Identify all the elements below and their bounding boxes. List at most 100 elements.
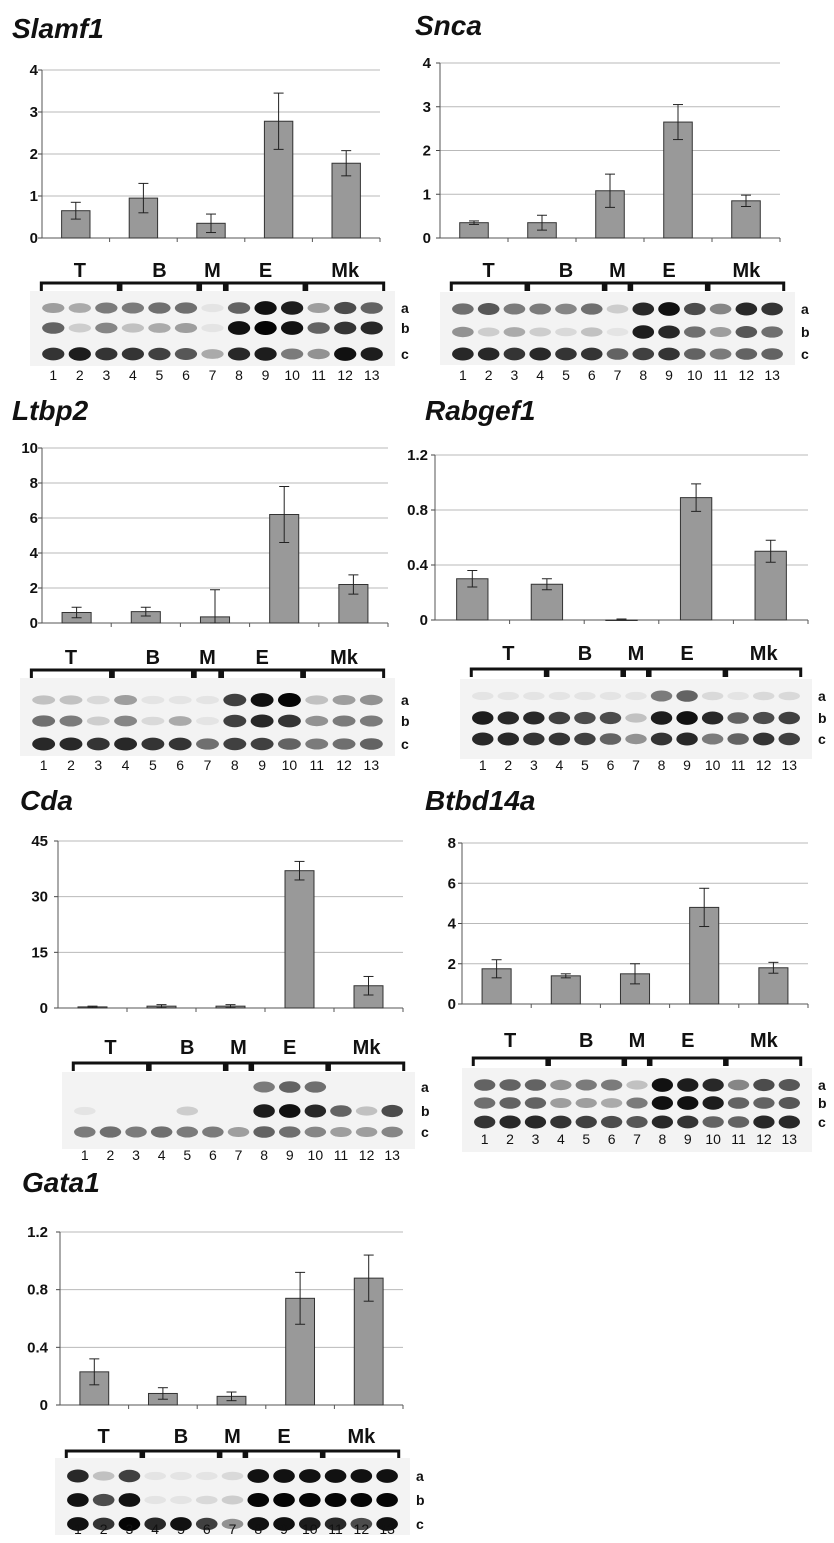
lane-number: 12 [359, 1147, 375, 1163]
y-tick-label: 2 [30, 580, 38, 597]
gel-band-a [650, 690, 673, 702]
gel-band-b [201, 323, 224, 333]
gel-band-a [580, 303, 603, 315]
gel-band-a [503, 303, 526, 315]
lane-number: 13 [764, 367, 780, 383]
gel-band-c [227, 347, 251, 361]
y-tick-label: 0 [30, 615, 38, 632]
gel-band-c [575, 1115, 597, 1129]
gel-band-c [174, 348, 198, 360]
group-bracket [64, 1449, 143, 1459]
gel-band-b [683, 326, 706, 338]
lane-number: 4 [151, 1521, 159, 1537]
gel-band-b [141, 716, 165, 726]
band-label: a [818, 688, 826, 704]
bar-chart: 0 2 4 6 8 10 [21, 440, 389, 632]
gel-band-c [150, 1126, 173, 1138]
band-label: b [401, 713, 410, 729]
gel-band-c [548, 732, 571, 746]
gel-band-a [529, 303, 552, 315]
gel-band-c [92, 1517, 115, 1531]
lane-number: 6 [182, 367, 190, 383]
lane-number: 4 [536, 367, 544, 383]
y-tick-label: 30 [31, 889, 48, 906]
gel-band-a [141, 695, 165, 705]
gel-band-a [148, 302, 171, 314]
gel-band-c [42, 347, 65, 361]
lane-number: 12 [354, 1521, 370, 1537]
group-bracket [199, 281, 226, 291]
lane-number: 10 [284, 367, 300, 383]
gel-band-c [626, 1116, 648, 1128]
group-bracket [193, 668, 222, 678]
gel-band-a [250, 693, 274, 707]
gel-band-c [727, 733, 749, 745]
gel-band-c [761, 348, 783, 360]
lane-number: 5 [581, 757, 589, 773]
group-bracket [225, 1061, 252, 1071]
gel-band-a [727, 691, 749, 701]
bar-e [663, 121, 693, 239]
group-label: B [579, 1030, 593, 1052]
gel-band-c [59, 737, 83, 751]
gel-band-b [606, 327, 629, 337]
band-label: c [421, 1124, 429, 1140]
gel-band-a [709, 303, 732, 315]
gel-band-c [651, 1115, 674, 1129]
gel-band-c [307, 348, 330, 360]
gel-band-c [280, 348, 304, 360]
gel-band-c [201, 349, 224, 359]
gel-band-b [148, 323, 171, 333]
group-bracket [725, 667, 803, 677]
gel-band-b [304, 1104, 327, 1118]
gel-band-b [95, 322, 118, 334]
band-label: c [801, 346, 809, 362]
gene-title: Cda [20, 785, 73, 816]
gel-band-a [735, 302, 758, 316]
group-label: Mk [750, 1030, 779, 1052]
lane-number: 2 [76, 367, 84, 383]
gel-band-a [753, 1078, 775, 1092]
gel-band-a [626, 1080, 648, 1090]
gel-band-b [677, 1096, 699, 1110]
bar-e [284, 870, 315, 1009]
gel-band-a [452, 303, 474, 315]
gel-band-a [223, 693, 247, 707]
lane-number: 10 [308, 1147, 324, 1163]
gel-band-b [273, 1493, 295, 1507]
group-bracket [119, 281, 200, 291]
bar-chart: 0 1 2 3 4 [30, 62, 381, 247]
group-label: Mk [331, 260, 360, 282]
gel-band-c [176, 1126, 199, 1138]
lane-number: 2 [100, 1521, 108, 1537]
gel-band-a [32, 695, 56, 705]
group-bracket [251, 1061, 329, 1071]
gel-band-a [59, 695, 83, 705]
y-tick-label: 4 [448, 916, 457, 933]
group-label: M [629, 1030, 646, 1052]
lane-number: 13 [782, 1131, 798, 1147]
group-bracket [649, 1056, 727, 1066]
gel-band-c [32, 737, 56, 751]
y-tick-label: 4 [30, 62, 39, 79]
group-label: B [578, 643, 592, 665]
group-bracket [225, 281, 306, 291]
gel-band-c [86, 737, 110, 751]
gel-band-b [332, 715, 356, 727]
gel-band-b [176, 1106, 199, 1116]
group-bracket [111, 668, 194, 678]
group-label: T [104, 1037, 116, 1059]
gel-band-a [227, 302, 251, 314]
gel-band-b [360, 321, 383, 335]
gel-band-c [709, 348, 732, 360]
lane-number: 1 [81, 1147, 89, 1163]
group-label: T [65, 647, 77, 669]
gel-band-b [778, 711, 800, 725]
lane-number: 8 [231, 757, 239, 773]
gel-band-b [223, 714, 247, 728]
gel-band-a [651, 1078, 674, 1092]
gel-band-c [452, 347, 474, 361]
lane-number: 2 [506, 1131, 514, 1147]
